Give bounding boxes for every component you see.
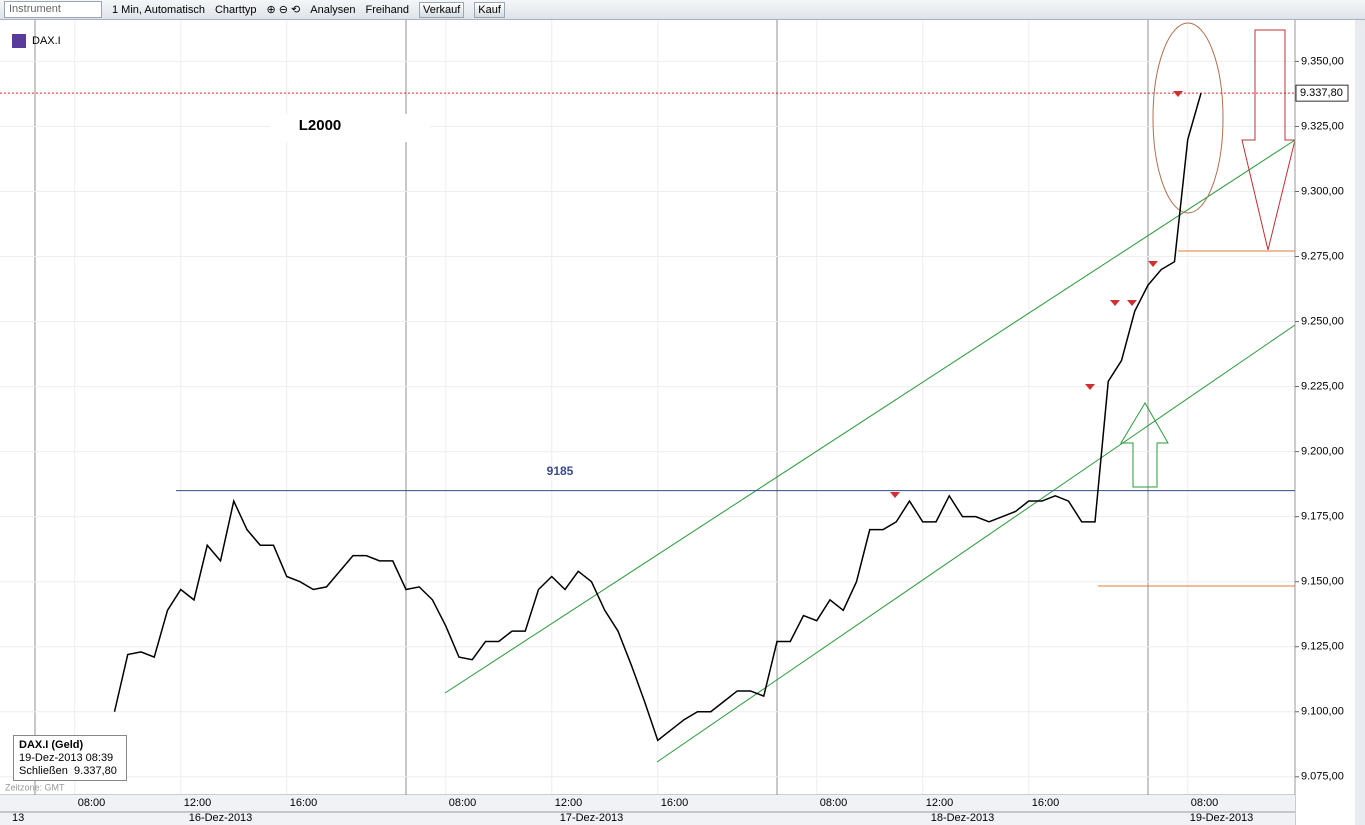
y-tick-label: 9.350,00 — [1301, 55, 1344, 67]
info-box: DAX.I (Geld) 19-Dez-2013 08:39 Schließen… — [13, 735, 127, 781]
note: L2000 — [299, 117, 342, 134]
x-tick-label: 08:00 — [78, 797, 106, 809]
interval-menu[interactable]: 1 Min, Automatisch — [112, 3, 205, 16]
highlight-ellipse — [1152, 22, 1224, 214]
trend-line — [444, 139, 1296, 694]
y-tick-label: 9.175,00 — [1301, 511, 1344, 523]
x-tick-label: 08:00 — [449, 797, 477, 809]
y-tick-label: 9.250,00 — [1301, 315, 1344, 327]
zoom-icons[interactable]: ⊕ ⊖ ⟲ — [266, 4, 301, 16]
corner: 13 — [12, 812, 24, 824]
signal-markers — [890, 91, 1183, 498]
last-price-box — [1295, 84, 1349, 102]
y-tick-label: 9.200,00 — [1301, 446, 1344, 458]
chart-bg — [0, 20, 1365, 825]
x-tick-label: 12:00 — [184, 797, 212, 809]
signal-marker — [1110, 300, 1120, 306]
date-label: 16-Dez-2013 — [189, 812, 253, 824]
signal-marker — [1127, 300, 1137, 306]
y-tick-label: 9.325,00 — [1301, 120, 1344, 132]
date-label: 18-Dez-2013 — [931, 812, 995, 824]
note-bg — [270, 114, 430, 142]
info-close-label: Schließen — [19, 765, 68, 777]
freehand-menu[interactable]: Freihand — [365, 3, 409, 16]
chart: DAX.I L2000 Zeitzone: GMT 13 16-Dez-2013… — [0, 20, 1365, 825]
signal-marker — [1085, 384, 1095, 390]
x-tick-label: 16:00 — [1032, 797, 1060, 809]
y-tick-label: 9.100,00 — [1301, 706, 1344, 718]
up-arrow — [1120, 402, 1169, 488]
down-arrow — [1241, 29, 1296, 251]
y-tick-label: 9.075,00 — [1301, 771, 1344, 783]
info-title: DAX.I (Geld) — [19, 739, 84, 751]
last-price-label: 9.337,80 — [1300, 87, 1343, 99]
buy-button[interactable]: Kauf — [474, 1, 505, 18]
symbol: DAX.I — [32, 35, 61, 47]
y-tick-label: 9.300,00 — [1301, 185, 1344, 197]
signal-marker — [890, 492, 900, 498]
y-tick-label: 9.150,00 — [1301, 576, 1344, 588]
time-axis-bg — [0, 795, 1295, 825]
x-tick-label: 16:00 — [290, 797, 318, 809]
chart-type-menu[interactable]: Charttyp — [214, 3, 257, 16]
info-close: Schließen 9.337,80 — [19, 765, 121, 778]
scrollbar[interactable] — [1355, 20, 1365, 825]
timezone: Zeitzone: GMT — [5, 782, 65, 792]
analyses-menu[interactable]: Analysen — [310, 3, 356, 16]
x-tick-label: 08:00 — [1191, 797, 1219, 809]
toolbar: Instrument 1 Min, Automatisch Charttyp ⊕… — [0, 0, 1365, 20]
y-tick-label: 9.225,00 — [1301, 380, 1344, 392]
level-label: 9185 — [547, 464, 574, 478]
x-tick-label: 08:00 — [820, 797, 848, 809]
date-label: 19-Dez-2013 — [1190, 812, 1254, 824]
trend-line — [656, 324, 1296, 763]
price-line — [113, 92, 1202, 742]
date-label: 17-Dez-2013 — [560, 812, 624, 824]
grid — [0, 20, 1295, 825]
x-tick-label: 12:00 — [926, 797, 954, 809]
y-tick-label: 9.125,00 — [1301, 641, 1344, 653]
signal-marker — [1173, 91, 1183, 97]
x-tick-label: 12:00 — [555, 797, 583, 809]
y-tick-label: 9.275,00 — [1301, 250, 1344, 262]
instrument-input[interactable]: Instrument — [4, 1, 102, 18]
info-close-value: 9.337,80 — [74, 765, 117, 777]
signal-marker — [1148, 261, 1158, 267]
sell-button[interactable]: Verkauf — [418, 1, 465, 18]
info-datetime: 19-Dez-2013 08:39 — [19, 752, 114, 764]
x-tick-label: 16:00 — [661, 797, 689, 809]
symbol-icon — [12, 34, 26, 48]
